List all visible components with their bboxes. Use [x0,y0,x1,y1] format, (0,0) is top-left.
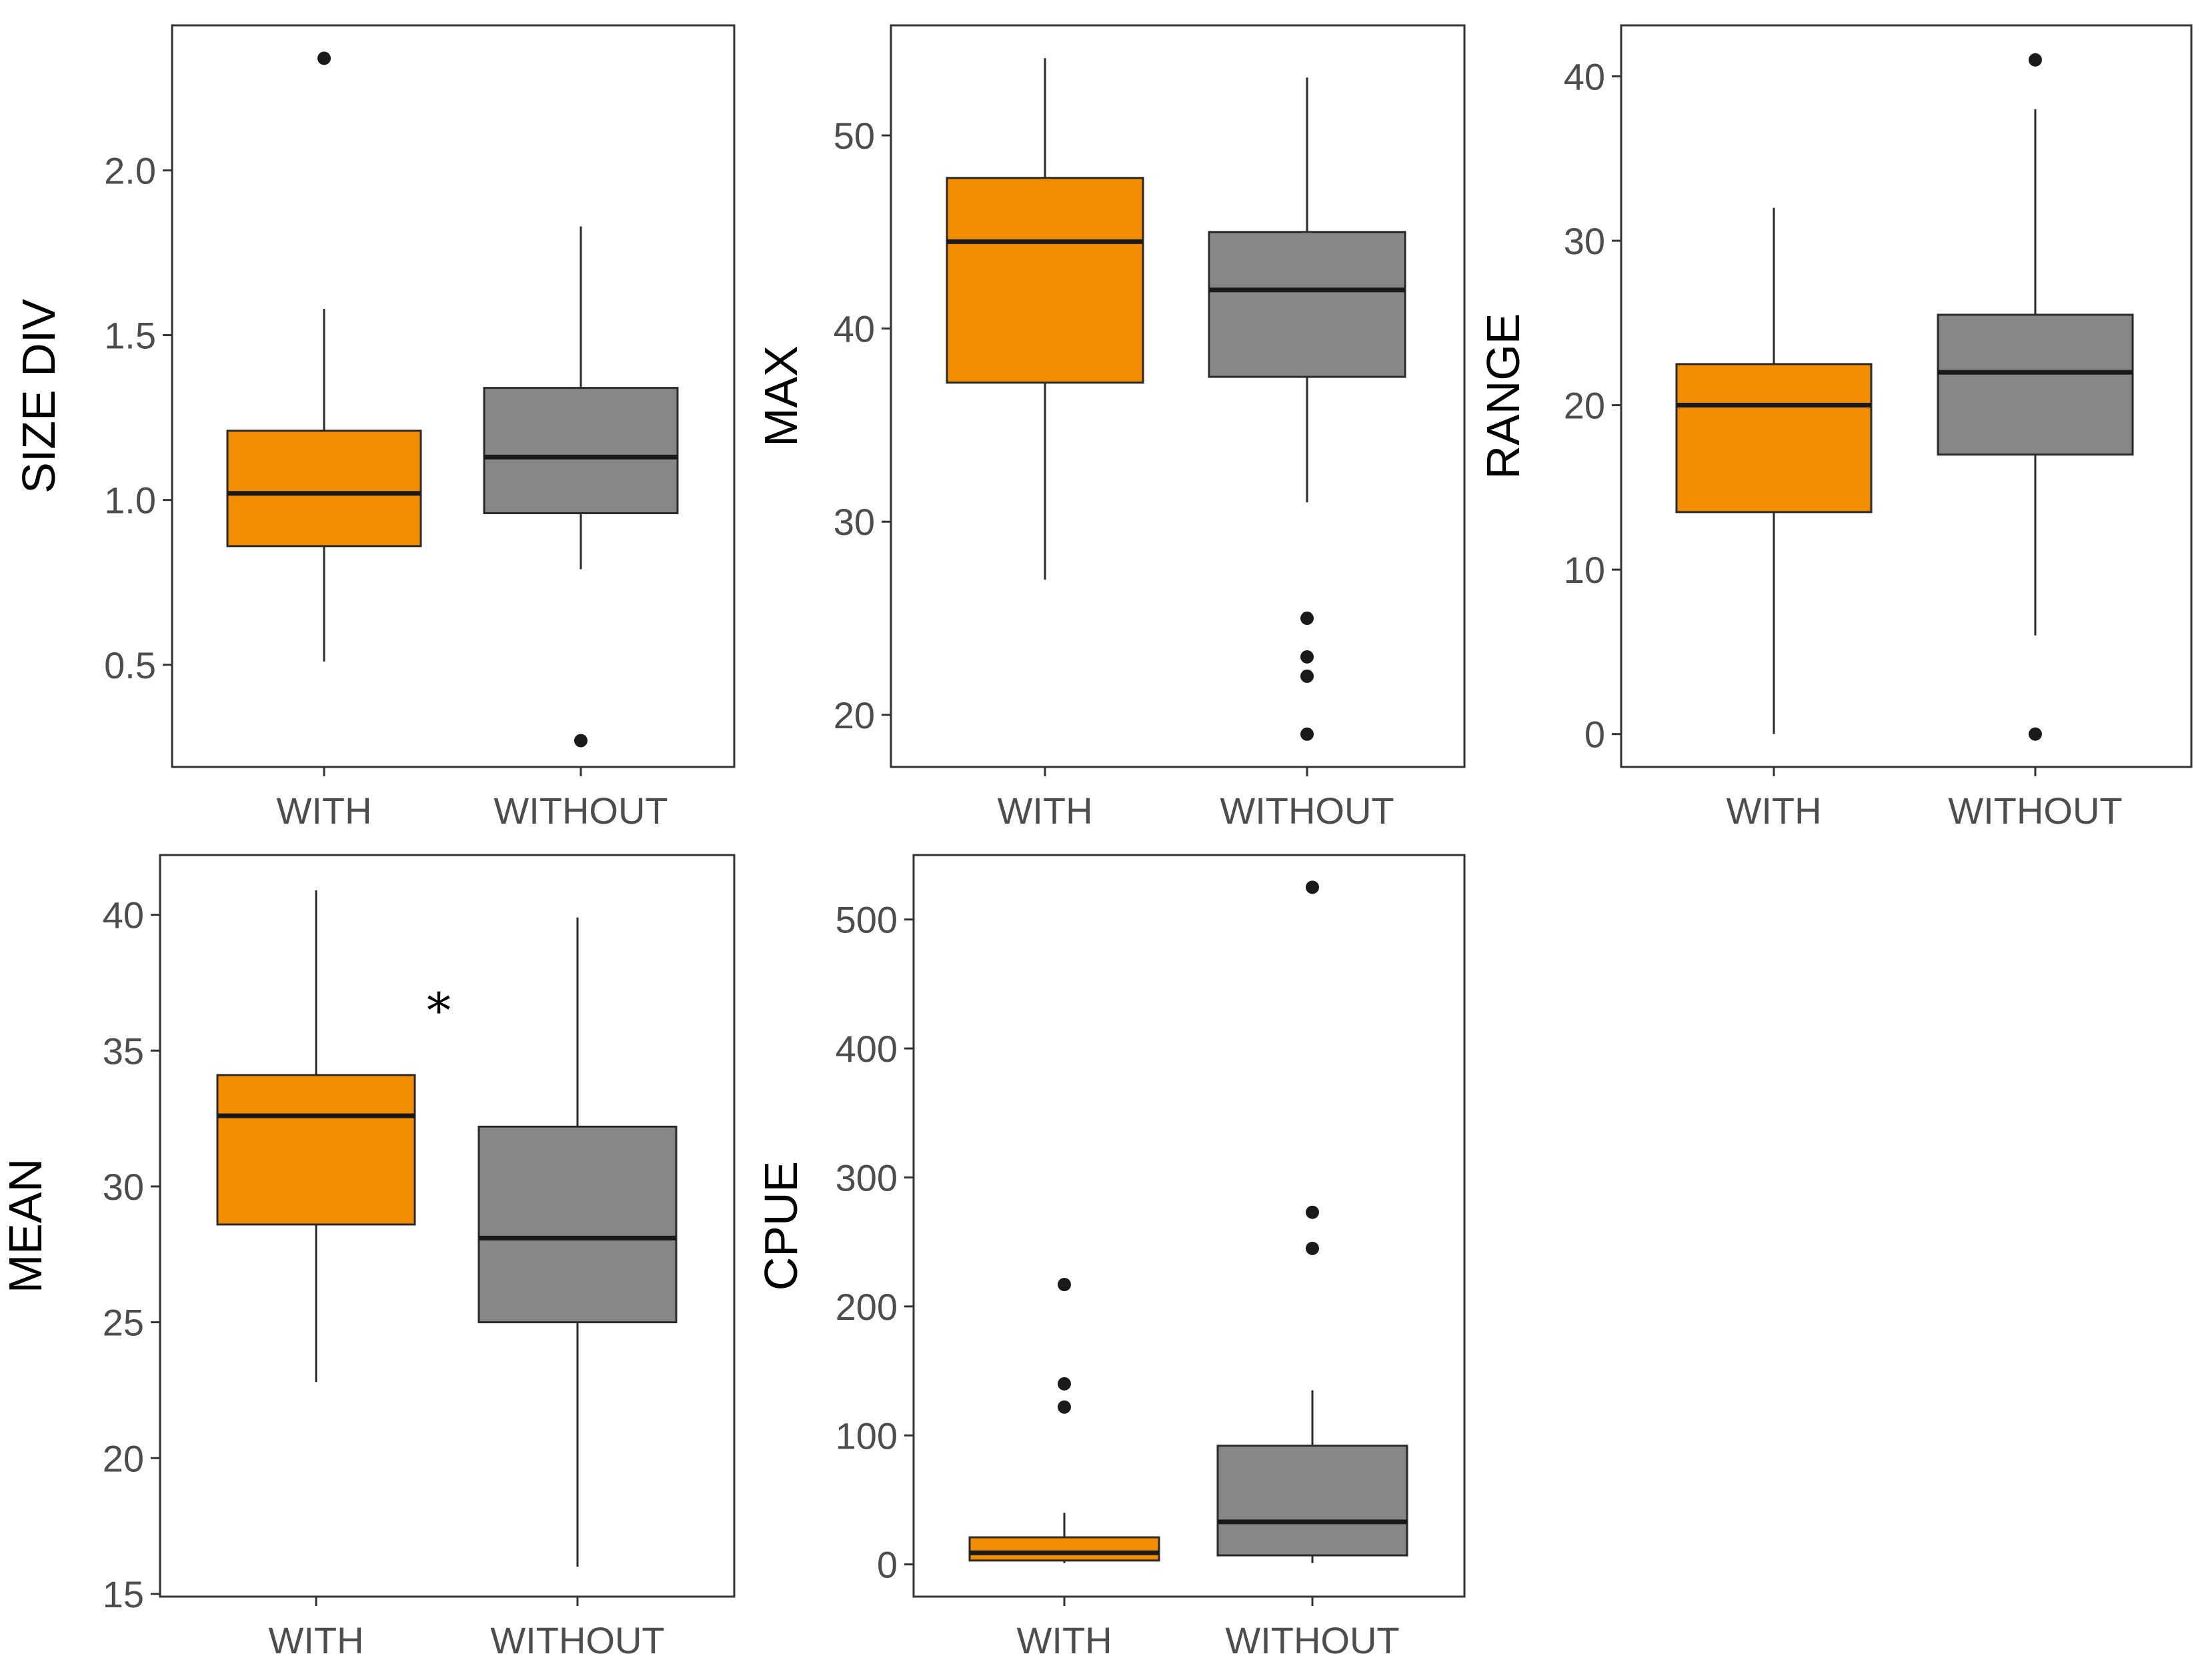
y-tick-label: 0 [877,1544,898,1586]
panel-range: 0 10 20 30 40 WITH WITHOUT RANGE [1477,24,2193,832]
panel-cpue: 0 100 200 300 400 500 WITH WITHOUT CPUE [755,854,1466,1661]
box-without [483,226,679,748]
y-tick-label: 15 [103,1573,144,1615]
y-tick-label: 50 [834,115,875,157]
outlier-point [1058,1400,1071,1414]
y-tick-label: 1.5 [104,315,156,357]
panel-border [171,24,736,768]
iqr-box [1216,1445,1408,1557]
box-without [1937,53,2134,741]
y-tick-label: 20 [1564,385,1605,427]
x-tick-label: WITH [1726,790,1821,832]
box-with [946,58,1144,580]
panel-mean: 15 20 25 30 35 40 WITH WITHOUT MEAN * [0,854,736,1661]
x-tick-label: WITHOUT [1948,790,2122,832]
iqr-box [1937,313,2134,456]
y-axis-title: CPUE [755,1161,807,1291]
y-tick-label: 2.0 [104,149,156,191]
panel-border [912,854,1466,1598]
x-tick-label: WITH [276,790,371,832]
box-without [1208,77,1406,741]
outlier-point [1300,727,1314,741]
outlier-point [317,51,331,65]
y-tick-label: 20 [834,694,875,736]
x-tick-label: WITHOUT [493,790,668,832]
y-tick-label: 300 [836,1156,898,1198]
outlier-point [1300,612,1314,626]
x-tick-label: WITH [268,1619,363,1661]
iqr-box [1675,363,1873,514]
iqr-box [477,1125,678,1324]
outlier-point [1306,880,1319,894]
outlier-point [1058,1377,1071,1391]
x-tick-label: WITHOUT [1225,1619,1399,1661]
box-with [968,1277,1160,1563]
y-tick-label: 200 [836,1286,898,1328]
box-without [1216,880,1408,1563]
outlier-point [1306,1205,1319,1219]
iqr-box [1208,231,1406,378]
outlier-point [2029,53,2042,67]
outlier-point [1300,669,1314,683]
y-tick-label: 35 [103,1030,144,1072]
iqr-box [946,177,1144,384]
y-tick-label: 40 [1564,55,1605,97]
y-tick-label: 0 [1584,714,1605,756]
significance-marker: * [427,982,451,1038]
x-tick-label: WITHOUT [1220,790,1394,832]
outlier-point [1306,1241,1319,1255]
y-tick-label: 400 [836,1028,898,1070]
y-tick-label: 100 [836,1415,898,1457]
y-tick-label: 1.0 [104,480,156,522]
y-tick-label: 0.5 [104,644,156,686]
outlier-point [574,734,588,748]
box-with [216,890,416,1383]
panel-size-div: 0.5 1.0 1.5 2.0 WITH WITHOUT SIZE DIV [13,24,736,832]
y-axis-title: SIZE DIV [13,299,65,494]
x-tick-label: WITH [1016,1619,1112,1661]
box-with [1675,207,1873,734]
y-tick-label: 40 [103,894,144,936]
y-axis-title: MEAN [0,1158,51,1293]
panel-max: 20 30 40 50 WITH WITHOUT MAX [755,24,1466,832]
panel-border [1620,24,2193,768]
outlier-point [1300,650,1314,664]
iqr-box [226,430,422,548]
y-tick-label: 30 [103,1166,144,1208]
y-tick-label: 20 [103,1437,144,1479]
panel-border [159,854,736,1598]
x-tick-label: WITHOUT [490,1619,664,1661]
y-tick-label: 10 [1564,549,1605,591]
y-tick-label: 500 [836,899,898,941]
y-axis-title: MAX [755,345,807,447]
y-axis-title: RANGE [1477,313,1529,480]
box-with [226,51,422,662]
panel-border [890,24,1466,768]
y-tick-label: 30 [834,501,875,543]
iqr-box [216,1074,416,1226]
iqr-box [483,387,679,514]
y-tick-label: 30 [1564,220,1605,262]
outlier-point [1058,1277,1071,1291]
y-tick-label: 25 [103,1302,144,1344]
iqr-box [968,1536,1160,1562]
box-without [477,917,678,1567]
y-tick-label: 40 [834,308,875,350]
outlier-point [2029,727,2042,741]
x-tick-label: WITH [997,790,1092,832]
